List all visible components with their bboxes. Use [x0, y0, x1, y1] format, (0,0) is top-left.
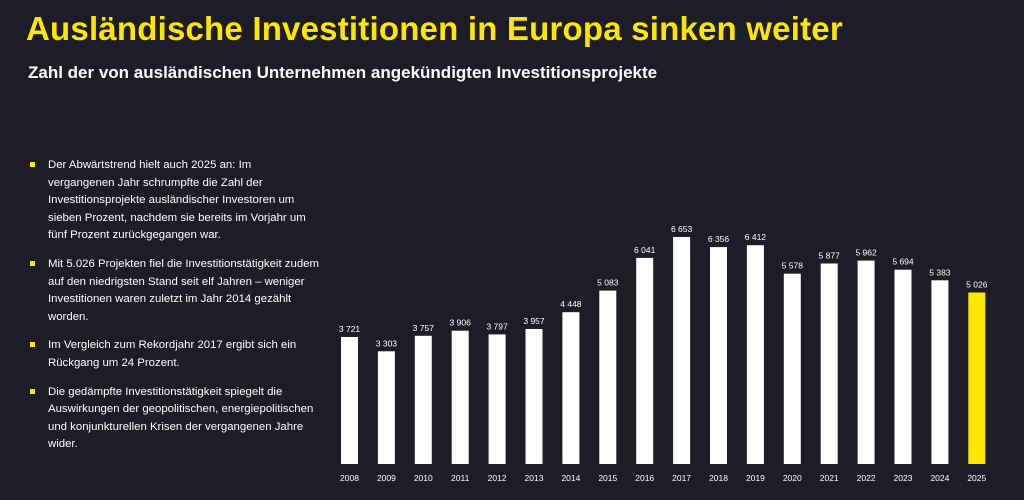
x-tick-label-2013: 2013 — [525, 473, 544, 483]
bar-2019 — [746, 245, 764, 464]
data-label-2020: 5 578 — [782, 261, 804, 271]
x-tick-label-2019: 2019 — [746, 473, 765, 483]
x-tick-label-2025: 2025 — [967, 473, 986, 483]
bullet-square-icon — [30, 260, 35, 266]
data-label-2009: 3 303 — [376, 338, 398, 348]
bar-2009 — [377, 351, 395, 464]
bar-2017 — [673, 237, 691, 464]
data-label-2018: 6 356 — [708, 234, 730, 244]
bar-2010 — [414, 335, 432, 464]
data-label-2013: 3 957 — [523, 316, 545, 326]
bar-2018 — [710, 247, 727, 464]
data-label-2015: 5 083 — [597, 278, 619, 288]
x-tick-label-2014: 2014 — [561, 473, 580, 483]
x-tick-label-2008: 2008 — [340, 473, 359, 483]
bar-2008 — [341, 337, 358, 464]
x-tick-label-2021: 2021 — [820, 473, 839, 483]
x-tick-label-2022: 2022 — [857, 473, 876, 483]
bullet-item: Im Vergleich zum Rekordjahr 2017 ergibt … — [30, 337, 320, 372]
data-label-2021: 5 877 — [819, 251, 841, 261]
data-label-2022: 5 962 — [855, 248, 877, 258]
data-label-2016: 6 041 — [634, 245, 656, 255]
data-label-2014: 4 448 — [560, 299, 582, 309]
bar-2016 — [636, 257, 654, 464]
bar-2022 — [857, 260, 875, 464]
x-tick-label-2012: 2012 — [488, 473, 507, 483]
x-tick-label-2018: 2018 — [709, 473, 728, 483]
x-tick-label-2011: 2011 — [451, 473, 470, 483]
x-tick-label-2023: 2023 — [894, 473, 913, 483]
x-tick-label-2015: 2015 — [598, 473, 617, 483]
bullet-square-icon — [30, 388, 35, 394]
x-tick-label-2017: 2017 — [672, 473, 691, 483]
data-label-2010: 3 757 — [413, 323, 435, 333]
bullet-square-icon — [30, 162, 35, 167]
bullet-square-icon — [30, 342, 35, 348]
bullet-item: Der Abwärtstrend hielt auch 2025 an: Im … — [30, 157, 320, 245]
bullet-item: Die gedämpfte Investitionstätigkeit spie… — [30, 384, 320, 454]
data-label-2024: 5 383 — [929, 267, 951, 277]
bullet-text: Der Abwärtstrend hielt auch 2025 an: Im … — [48, 159, 306, 242]
data-label-2012: 3 797 — [486, 321, 508, 331]
page-title: Ausländische Investitionen in Europa sin… — [26, 10, 843, 47]
bar-2025 — [968, 292, 986, 464]
bar-2023 — [894, 269, 912, 464]
page-subtitle: Zahl der von ausländischen Unternehmen a… — [28, 63, 658, 82]
bar-2011 — [451, 330, 469, 464]
bar-2015 — [599, 290, 617, 464]
data-label-2008: 3 721 — [339, 324, 361, 334]
x-tick-label-2010: 2010 — [414, 473, 433, 483]
data-label-2023: 5 694 — [892, 257, 914, 267]
bullet-text: Mit 5.026 Projekten fiel die Investition… — [48, 257, 319, 323]
data-label-2017: 6 653 — [671, 224, 693, 234]
bar-2024 — [931, 280, 949, 464]
bullet-list: Der Abwärtstrend hielt auch 2025 an: Im … — [30, 157, 320, 465]
x-tick-label-2024: 2024 — [930, 473, 949, 483]
data-label-2011: 3 906 — [450, 318, 472, 328]
bar-2014 — [562, 312, 580, 464]
x-tick-label-2020: 2020 — [783, 473, 802, 483]
data-label-2019: 6 412 — [745, 232, 767, 242]
bar-2020 — [783, 273, 801, 464]
bar-2021 — [820, 263, 838, 464]
bar-2013 — [525, 329, 543, 464]
bar-2012 — [488, 334, 506, 464]
bullet-text: Die gedämpfte Investitionstätigkeit spie… — [48, 385, 314, 451]
data-label-2025: 5 026 — [966, 280, 988, 290]
x-tick-label-2009: 2009 — [377, 473, 396, 483]
bullet-text: Im Vergleich zum Rekordjahr 2017 ergibt … — [48, 339, 297, 369]
bullet-item: Mit 5.026 Projekten fiel die Investition… — [30, 256, 320, 326]
x-tick-label-2016: 2016 — [635, 473, 654, 483]
